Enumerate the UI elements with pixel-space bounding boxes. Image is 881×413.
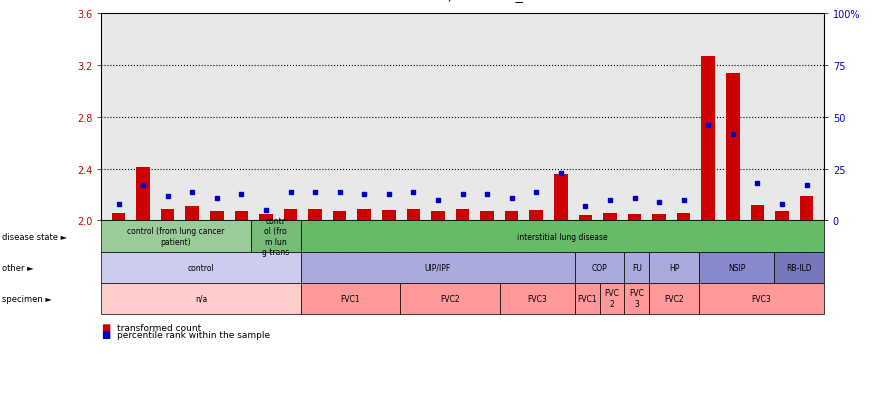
Text: FVC3: FVC3 (751, 294, 772, 303)
Bar (529, 211, 543, 221)
Bar (652, 214, 666, 221)
Bar (112, 213, 125, 221)
Text: GDS3951 / 1552836_at: GDS3951 / 1552836_at (388, 0, 537, 2)
Bar (628, 214, 641, 221)
Text: FU: FU (632, 263, 642, 272)
Text: UIP/IPF: UIP/IPF (425, 263, 451, 272)
Bar (455, 209, 470, 221)
Text: RB-ILD: RB-ILD (786, 263, 811, 272)
Bar (775, 212, 788, 221)
Text: FVC
3: FVC 3 (629, 289, 644, 308)
Text: HP: HP (669, 263, 679, 272)
Bar (480, 212, 494, 221)
Bar (382, 211, 396, 221)
Text: FVC3: FVC3 (528, 294, 547, 303)
Bar (333, 212, 346, 221)
Bar (726, 74, 739, 221)
Text: FVC2: FVC2 (664, 294, 684, 303)
Text: FVC1: FVC1 (577, 294, 597, 303)
Text: COP: COP (592, 263, 607, 272)
Text: interstitial lung disease: interstitial lung disease (517, 232, 608, 241)
Bar (308, 209, 322, 221)
Bar (505, 212, 518, 221)
Bar (358, 209, 371, 221)
Bar (284, 209, 297, 221)
Bar (259, 214, 273, 221)
Text: control (from lung cancer
patient): control (from lung cancer patient) (128, 227, 225, 246)
Bar (677, 213, 691, 221)
Text: NSIP: NSIP (728, 263, 745, 272)
Text: FVC2: FVC2 (440, 294, 460, 303)
Bar (603, 213, 617, 221)
Bar (407, 209, 420, 221)
Text: percentile rank within the sample: percentile rank within the sample (117, 330, 270, 339)
Bar (137, 168, 150, 221)
Text: specimen ►: specimen ► (2, 294, 52, 303)
Bar (186, 207, 199, 221)
Bar (431, 212, 445, 221)
Bar (554, 175, 567, 221)
Text: contr
ol (fro
m lun
g trans: contr ol (fro m lun g trans (262, 216, 289, 256)
Text: control: control (188, 263, 214, 272)
Text: n/a: n/a (195, 294, 207, 303)
Text: ■: ■ (101, 330, 110, 339)
Bar (234, 212, 248, 221)
Text: transformed count: transformed count (117, 323, 202, 332)
Bar (800, 197, 813, 221)
Text: ■: ■ (101, 323, 110, 332)
Bar (751, 206, 764, 221)
Text: FVC1: FVC1 (341, 294, 360, 303)
Bar (210, 212, 224, 221)
Bar (161, 209, 174, 221)
Bar (579, 216, 592, 221)
Text: other ►: other ► (2, 263, 33, 272)
Text: FVC
2: FVC 2 (604, 289, 619, 308)
Bar (701, 57, 715, 221)
Text: disease state ►: disease state ► (2, 232, 67, 241)
